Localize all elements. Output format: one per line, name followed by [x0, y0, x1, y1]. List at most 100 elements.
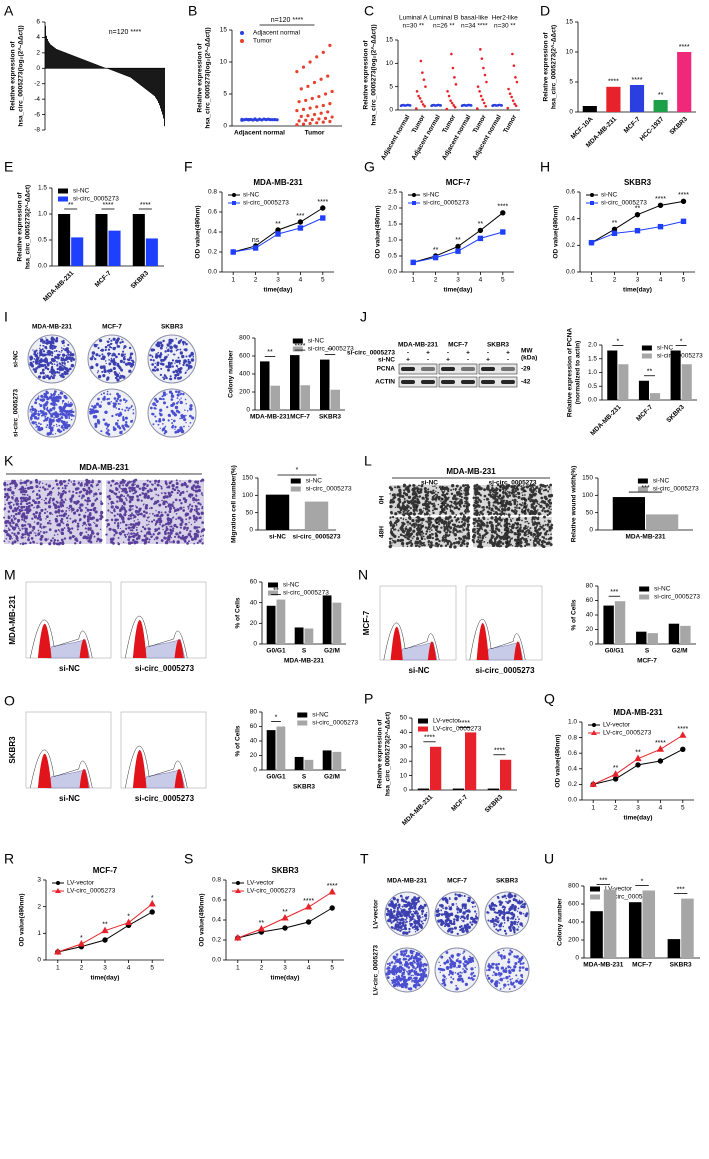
point	[401, 104, 404, 107]
cell	[60, 542, 62, 544]
cell	[149, 513, 150, 514]
cell	[123, 542, 124, 543]
cell	[474, 531, 476, 533]
x-tick-label: MCF-7	[450, 794, 469, 813]
cell	[434, 492, 436, 494]
cell	[542, 507, 545, 510]
bar	[114, 68, 115, 71]
colony	[125, 421, 127, 423]
cell	[512, 494, 515, 497]
cell	[85, 527, 87, 529]
cell	[80, 509, 83, 512]
colony	[187, 410, 189, 412]
cell	[437, 492, 439, 494]
cell	[444, 487, 446, 489]
colony	[113, 358, 115, 360]
bar	[488, 789, 499, 790]
colony	[189, 415, 192, 418]
side-label: MDA-MB-231	[8, 595, 17, 645]
bar	[145, 68, 146, 89]
x-tick-label: G2/M	[672, 648, 688, 655]
colony	[121, 375, 124, 378]
colony	[42, 339, 44, 341]
cell	[389, 538, 391, 540]
cell	[50, 523, 52, 525]
cell	[13, 495, 14, 496]
colony	[129, 347, 131, 349]
cell	[56, 542, 59, 545]
cell	[420, 484, 423, 487]
y-tick-label: 15	[220, 27, 228, 34]
cell	[129, 505, 132, 508]
point	[322, 121, 325, 124]
cell	[518, 514, 520, 516]
cell	[538, 517, 540, 519]
bar	[53, 47, 54, 69]
point	[423, 78, 426, 81]
cell	[98, 480, 101, 483]
cell	[549, 500, 551, 502]
bar	[155, 68, 156, 97]
colony	[51, 366, 53, 368]
cell	[544, 500, 546, 502]
colony	[162, 398, 164, 400]
cell	[58, 494, 60, 496]
x-tick-label: Adjacent normal	[410, 114, 442, 162]
cell	[89, 509, 91, 511]
cell	[415, 506, 417, 508]
colony	[165, 430, 167, 432]
significance-label: **	[433, 247, 439, 254]
cell	[147, 495, 149, 497]
colony	[122, 341, 124, 343]
colony	[109, 346, 111, 348]
cell	[443, 535, 445, 537]
cell	[84, 485, 85, 486]
colony	[45, 396, 48, 399]
colony	[32, 361, 34, 363]
cell	[188, 522, 189, 523]
cell	[69, 536, 72, 539]
cell	[430, 521, 432, 523]
colony	[171, 426, 174, 429]
cell	[197, 490, 199, 492]
colony	[117, 395, 121, 399]
point	[330, 906, 334, 910]
colony	[171, 419, 172, 420]
x-tick-label: S	[302, 774, 307, 781]
cell	[127, 538, 130, 541]
cell	[468, 509, 469, 510]
bar	[123, 68, 124, 75]
cell	[59, 501, 61, 503]
y-tick-label: 400	[568, 919, 579, 926]
cell	[186, 537, 188, 539]
y-tick-label: 1	[37, 930, 41, 937]
point	[320, 112, 323, 115]
cell	[545, 490, 546, 491]
cell	[541, 536, 543, 538]
cell	[31, 504, 34, 507]
cell	[403, 509, 405, 511]
colony	[40, 423, 42, 425]
cell	[166, 495, 169, 498]
colony	[125, 402, 127, 404]
cell	[61, 542, 64, 545]
cell	[111, 519, 113, 521]
legend-label: si-NC	[601, 192, 618, 199]
colony	[57, 363, 59, 365]
cell	[527, 509, 530, 512]
cell	[14, 482, 17, 485]
colony	[31, 408, 34, 411]
point	[462, 104, 465, 107]
cell	[96, 498, 98, 500]
cell	[71, 527, 73, 529]
cell	[193, 515, 196, 518]
cell	[505, 491, 507, 493]
cell	[195, 490, 196, 491]
colony	[118, 345, 120, 347]
cell	[101, 518, 102, 519]
cell	[533, 500, 534, 501]
legend-swatch	[58, 197, 68, 202]
legend-label: si-circ_0005273	[243, 200, 289, 207]
cell	[129, 490, 131, 492]
y-tick-label: 4	[36, 34, 40, 41]
